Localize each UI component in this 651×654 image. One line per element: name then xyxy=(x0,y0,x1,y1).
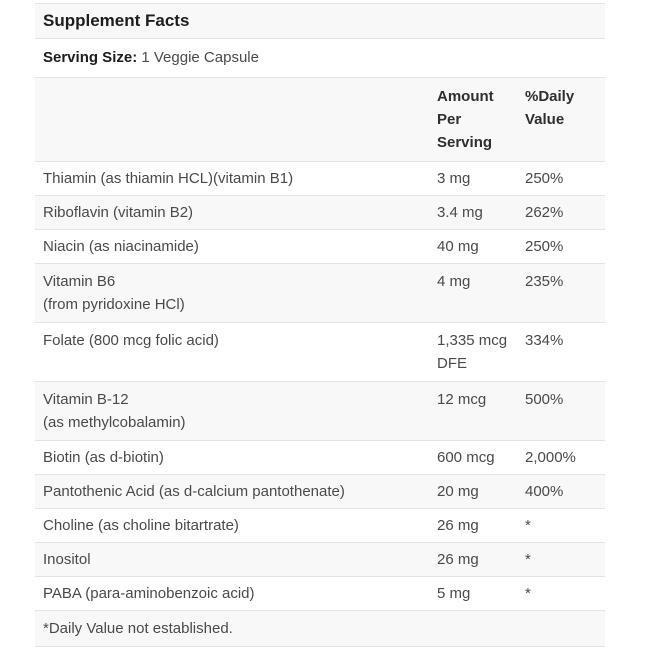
amount-value: 26 mg xyxy=(437,517,479,534)
nutrient-name-cell: Riboflavin (vitamin B2) xyxy=(35,201,437,224)
amount-value: 12 mcg xyxy=(437,391,487,408)
serving-size-row: Serving Size: 1 Veggie Capsule xyxy=(35,39,605,78)
header-daily-line: Value xyxy=(525,111,565,128)
nutrient-name: Vitamin B-12 xyxy=(43,391,129,408)
nutrient-name: Choline (as choline bitartrate) xyxy=(43,517,239,534)
daily-value: 400% xyxy=(525,483,564,500)
header-amount-line: Serving xyxy=(437,134,493,151)
amount-cell: 12 mcg xyxy=(437,388,525,411)
amount-value-line2: DFE xyxy=(437,355,467,372)
nutrient-name: Pantothenic Acid (as d-calcium pantothen… xyxy=(43,483,345,500)
daily-value: 334% xyxy=(525,332,564,349)
footnote-text: *Daily Value not established. xyxy=(43,620,233,637)
nutrient-name-cell: Niacin (as niacinamide) xyxy=(35,235,437,258)
table-row: Inositol 26 mg * xyxy=(35,543,605,577)
daily-value: 250% xyxy=(525,238,564,255)
nutrient-name-cell: Vitamin B6 (from pyridoxine HCl) xyxy=(35,270,437,316)
table-header-row: Amount Per Serving %Daily Value xyxy=(35,78,605,162)
nutrient-name-cell: Folate (800 mcg folic acid) xyxy=(35,329,437,352)
serving-size-value: 1 Veggie Capsule xyxy=(141,49,259,66)
table-row: Biotin (as d-biotin) 600 mcg 2,000% xyxy=(35,441,605,475)
amount-cell: 20 mg xyxy=(437,480,525,503)
nutrient-name: PABA (para-aminobenzoic acid) xyxy=(43,585,255,602)
supplement-facts-panel: Supplement Facts Serving Size: 1 Veggie … xyxy=(35,3,605,647)
daily-value: * xyxy=(525,551,531,568)
nutrient-name: Vitamin B6 xyxy=(43,273,116,290)
nutrient-name: Inositol xyxy=(43,551,91,568)
nutrient-name: Riboflavin (vitamin B2) xyxy=(43,204,194,221)
amount-cell: 1,335 mcg DFE xyxy=(437,329,525,375)
header-amount-per-serving: Amount Per Serving xyxy=(437,85,525,154)
daily-value: 262% xyxy=(525,204,564,221)
table-row: Pantothenic Acid (as d-calcium pantothen… xyxy=(35,475,605,509)
nutrient-name-cell: Vitamin B-12 (as methylcobalamin) xyxy=(35,388,437,434)
daily-value: * xyxy=(525,585,531,602)
table-row: PABA (para-aminobenzoic acid) 5 mg * xyxy=(35,577,605,611)
nutrient-name-cell: Thiamin (as thiamin HCL)(vitamin B1) xyxy=(35,167,437,190)
nutrient-name: Biotin (as d-biotin) xyxy=(43,449,164,466)
daily-value: 500% xyxy=(525,391,564,408)
nutrient-name-cell: Biotin (as d-biotin) xyxy=(35,446,437,469)
amount-value: 600 mcg xyxy=(437,449,495,466)
nutrient-name: Folate (800 mcg folic acid) xyxy=(43,332,219,349)
panel-title-row: Supplement Facts xyxy=(35,4,605,39)
amount-cell: 3 mg xyxy=(437,167,525,190)
table-row: Folate (800 mcg folic acid) 1,335 mcg DF… xyxy=(35,323,605,382)
amount-cell: 40 mg xyxy=(437,235,525,258)
daily-value: 235% xyxy=(525,273,564,290)
table-row: Niacin (as niacinamide) 40 mg 250% xyxy=(35,230,605,264)
amount-value: 5 mg xyxy=(437,585,471,602)
nutrient-name: Thiamin (as thiamin HCL)(vitamin B1) xyxy=(43,170,294,187)
panel-title: Supplement Facts xyxy=(43,11,190,30)
table-row: Riboflavin (vitamin B2) 3.4 mg 262% xyxy=(35,196,605,230)
header-amount-line: Per xyxy=(437,111,462,128)
nutrient-name-line2: (as methylcobalamin) xyxy=(43,414,186,431)
nutrient-name-cell: PABA (para-aminobenzoic acid) xyxy=(35,582,437,605)
nutrient-name-cell: Choline (as choline bitartrate) xyxy=(35,514,437,537)
daily-value: 2,000% xyxy=(525,449,576,466)
amount-value: 26 mg xyxy=(437,551,479,568)
nutrient-name-cell: Inositol xyxy=(35,548,437,571)
amount-cell: 4 mg xyxy=(437,270,525,293)
amount-value: 20 mg xyxy=(437,483,479,500)
daily-value: * xyxy=(525,517,531,534)
amount-value: 1,335 mcg xyxy=(437,332,508,349)
table-row: Choline (as choline bitartrate) 26 mg * xyxy=(35,509,605,543)
table-row: Vitamin B6 (from pyridoxine HCl) 4 mg 23… xyxy=(35,264,605,323)
daily-value: 250% xyxy=(525,170,564,187)
amount-value: 3.4 mg xyxy=(437,204,483,221)
table-row: Vitamin B-12 (as methylcobalamin) 12 mcg… xyxy=(35,382,605,441)
serving-size-label: Serving Size: xyxy=(43,49,138,66)
amount-cell: 26 mg xyxy=(437,514,525,537)
amount-value: 4 mg xyxy=(437,273,471,290)
header-amount-line: Amount xyxy=(437,88,494,105)
amount-value: 40 mg xyxy=(437,238,479,255)
nutrient-name-line2: (from pyridoxine HCl) xyxy=(43,296,185,313)
amount-cell: 26 mg xyxy=(437,548,525,571)
amount-value: 3 mg xyxy=(437,170,471,187)
amount-cell: 5 mg xyxy=(437,582,525,605)
header-daily-value: %Daily Value xyxy=(525,85,605,131)
footnote-row: *Daily Value not established. xyxy=(35,611,605,647)
amount-cell: 600 mcg xyxy=(437,446,525,469)
table-row: Thiamin (as thiamin HCL)(vitamin B1) 3 m… xyxy=(35,162,605,196)
nutrient-name-cell: Pantothenic Acid (as d-calcium pantothen… xyxy=(35,480,437,503)
header-daily-line: %Daily xyxy=(525,88,575,105)
nutrient-name: Niacin (as niacinamide) xyxy=(43,238,199,255)
amount-cell: 3.4 mg xyxy=(437,201,525,224)
